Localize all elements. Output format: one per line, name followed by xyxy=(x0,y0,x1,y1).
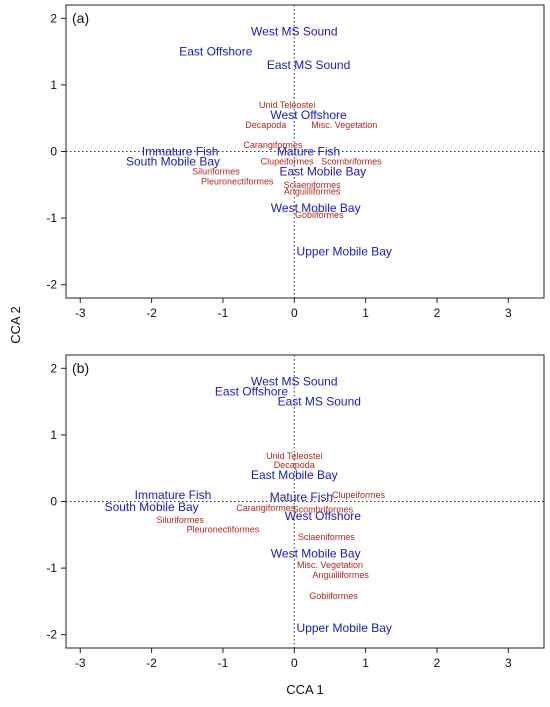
x-tick-label: -3 xyxy=(75,656,86,670)
y-tick-label: 2 xyxy=(50,361,57,375)
site-label-point: East Offshore xyxy=(179,45,252,59)
y-tick-label: -2 xyxy=(46,278,57,292)
site-label-point: East Mobile Bay xyxy=(279,164,366,178)
y-tick-label: -1 xyxy=(46,211,57,225)
taxon-label-point: Gobiiformes xyxy=(309,591,358,601)
site-label-point: Upper Mobile Bay xyxy=(297,244,392,258)
y-tick-label: 1 xyxy=(50,78,57,92)
site-label-point: East MS Sound xyxy=(267,58,350,72)
site-label-point: West Mobile Bay xyxy=(271,201,361,215)
site-label-point: Immature Fish xyxy=(142,145,219,159)
site-label-point: Immature Fish xyxy=(135,488,212,502)
site-label-point: West Mobile Bay xyxy=(271,546,361,560)
taxon-label-point: Clupeiformes xyxy=(332,490,386,500)
y-axis-label-a: CCA 2 xyxy=(8,306,23,344)
x-tick-label: 1 xyxy=(362,656,369,670)
x-tick-label: -3 xyxy=(75,306,86,320)
x-tick-label: -1 xyxy=(218,656,229,670)
taxon-label-point: Anguilliformes xyxy=(284,186,341,196)
x-tick-label: -1 xyxy=(218,306,229,320)
x-tick-label: -2 xyxy=(146,656,157,670)
taxon-label-point: Anguilliformes xyxy=(312,570,369,580)
site-label-point: East Offshore xyxy=(215,385,288,399)
site-label-point: West Offshore xyxy=(270,108,347,122)
taxon-label-point: Scombriformes xyxy=(293,504,354,514)
taxon-label-point: Siluriformes xyxy=(156,515,204,525)
x-tick-label: 0 xyxy=(291,306,298,320)
site-label-point: Mature Fish xyxy=(270,490,333,504)
site-label-point: East MS Sound xyxy=(278,395,361,409)
site-label-point: West MS Sound xyxy=(251,375,337,389)
x-tick-label: 1 xyxy=(362,306,369,320)
x-tick-label: 2 xyxy=(434,306,441,320)
site-label-point: Upper Mobile Bay xyxy=(297,621,392,635)
taxon-label-point: Carangiformes xyxy=(236,503,296,513)
y-tick-label: 2 xyxy=(50,11,57,25)
x-tick-label: 3 xyxy=(505,656,512,670)
taxon-label-point: Pleuronectiformes xyxy=(187,524,260,534)
site-label-point: South Mobile Bay xyxy=(126,154,220,168)
taxon-label-point: Sciaeniformes xyxy=(284,180,342,190)
taxon-label-point: Siluriformes xyxy=(192,166,240,176)
panel-label: (a) xyxy=(72,10,89,26)
y-tick-label: 0 xyxy=(50,145,57,159)
site-label-point: West Offshore xyxy=(285,509,362,523)
site-label-point: West MS Sound xyxy=(251,25,337,39)
taxon-label-point: Misc. Vegetation xyxy=(311,120,377,130)
taxon-label-point: Unid Teleostei xyxy=(259,100,315,110)
taxon-label-point: Clupeiformes xyxy=(261,156,315,166)
y-tick-label: 1 xyxy=(50,428,57,442)
taxon-label-point: Scombriformes xyxy=(321,156,382,166)
site-label-point: East Mobile Bay xyxy=(251,468,338,482)
taxon-label-point: Pleuronectiformes xyxy=(201,176,274,186)
chart-panel-a: -3 -2 -1 0 1 2 3 -2 -1 0 1 2 (a) West MS Sound East Of… xyxy=(46,4,545,320)
taxon-label-point: Gobiiformes xyxy=(295,210,344,220)
x-tick-label: -2 xyxy=(146,306,157,320)
x-axis-label: CCA 1 xyxy=(286,682,324,697)
site-label-point: Mature Fish xyxy=(277,145,340,159)
x-tick-label: 0 xyxy=(291,656,298,670)
y-tick-label: -2 xyxy=(46,628,57,642)
x-tick-label: 3 xyxy=(505,306,512,320)
taxon-label-point: Unid Teleostei xyxy=(266,451,322,461)
taxon-label-point: Decapoda xyxy=(274,460,315,470)
taxon-label-point: Decapoda xyxy=(245,120,286,130)
site-label-point: South Mobile Bay xyxy=(105,500,199,514)
taxon-label-point: Sciaeniformes xyxy=(298,532,356,542)
taxon-label-point: Misc. Vegetation xyxy=(297,560,363,570)
x-tick-label: 2 xyxy=(434,656,441,670)
y-tick-label: -1 xyxy=(46,561,57,575)
panel-label: (b) xyxy=(72,360,89,376)
y-tick-label: 0 xyxy=(50,495,57,509)
taxon-label-point: Carangiformes xyxy=(243,140,303,150)
